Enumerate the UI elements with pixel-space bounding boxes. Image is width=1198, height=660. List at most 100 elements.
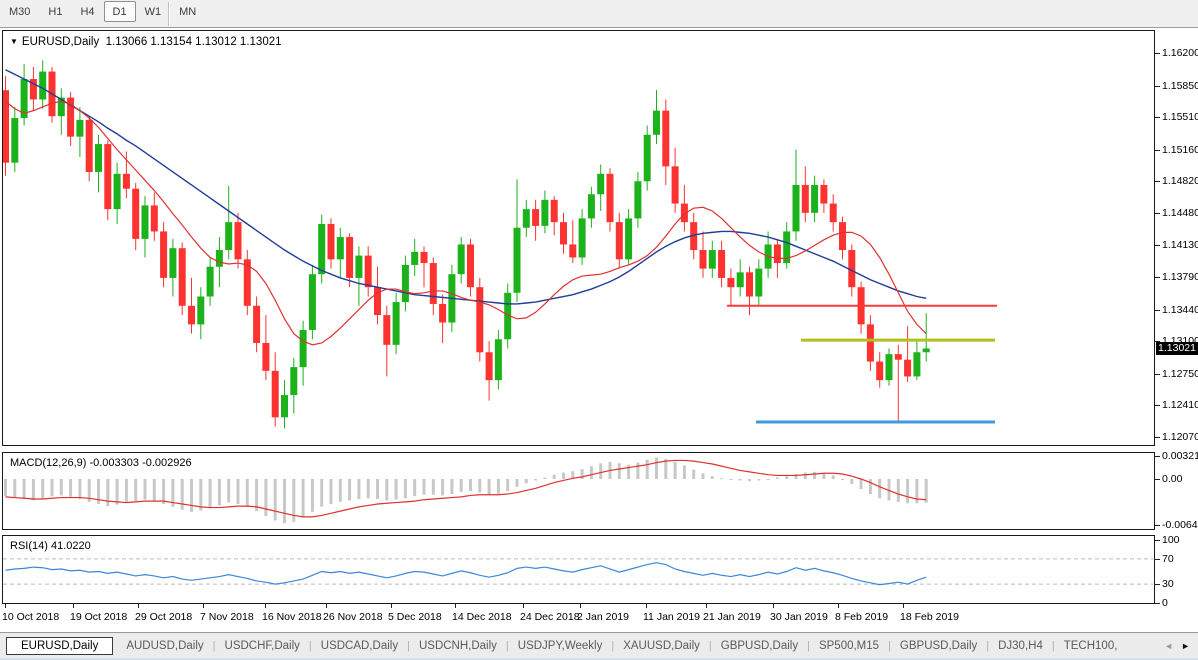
chart-tab-audusd-daily[interactable]: AUDUSD,Daily xyxy=(126,639,204,652)
date-axis-label: 18 Feb 2019 xyxy=(900,611,959,623)
macd-axis-label: -0.006485 xyxy=(1162,519,1198,531)
tab-separator: | xyxy=(212,639,216,652)
tab-separator: | xyxy=(407,639,410,652)
date-tick xyxy=(773,604,774,608)
timeframe-button-w1[interactable]: W1 xyxy=(144,6,162,18)
price-axis-label-tick xyxy=(1155,213,1160,214)
macd-axis-label-tick xyxy=(1155,525,1160,526)
rsi-axis-label-tick xyxy=(1155,603,1160,604)
price-chart-panel: ▼ EURUSD,Daily 1.13066 1.13154 1.13012 1.… xyxy=(2,30,1155,446)
price-axis-label: 1.15510 xyxy=(1162,111,1198,123)
date-axis-label: 26 Nov 2018 xyxy=(323,611,383,623)
chart-tab-usdcad-daily[interactable]: USDCAD,Daily xyxy=(320,639,399,652)
price-axis-label-tick xyxy=(1155,150,1160,151)
timeframe-button-h1[interactable]: H1 xyxy=(48,6,63,18)
chart-tab-usdcnh-daily[interactable]: USDCNH,Daily xyxy=(418,639,497,652)
tab-separator: | xyxy=(888,639,891,652)
rsi-axis-label: 30 xyxy=(1162,578,1174,590)
date-axis-label: 14 Dec 2018 xyxy=(452,611,512,623)
tab-scroll-arrows: ◄ ► xyxy=(1156,641,1198,651)
chart-tab-usdchf-daily[interactable]: USDCHF,Daily xyxy=(224,639,300,652)
date-tick xyxy=(73,604,74,608)
chart-tab-gbpusd-daily[interactable]: GBPUSD,Daily xyxy=(899,639,978,652)
tab-scroll-right-icon[interactable]: ► xyxy=(1181,640,1190,651)
date-axis-label: 24 Dec 2018 xyxy=(520,611,580,623)
date-axis-label: 2 Jan 2019 xyxy=(577,611,629,623)
tab-separator: | xyxy=(708,639,712,652)
macd-axis-label-tick xyxy=(1155,479,1160,480)
rsi-indicator-panel: RSI(14) 41.0220 xyxy=(2,535,1155,604)
chart-tab-gbpusd-daily[interactable]: GBPUSD,Daily xyxy=(720,639,799,652)
toolbar-separator xyxy=(168,2,170,26)
date-axis-label: 8 Feb 2019 xyxy=(835,611,889,623)
tab-scroll-left-icon[interactable]: ◄ xyxy=(1164,640,1174,651)
timeframe-toolbar: M30 H1 H4 D1 W1 MN xyxy=(0,0,1198,28)
date-axis-label: 7 Nov 2018 xyxy=(200,611,254,623)
price-axis-label-tick xyxy=(1155,405,1160,406)
chart-ohlc-values: 1.13066 1.13154 1.13012 1.13021 xyxy=(105,36,282,48)
date-axis-label: 16 Nov 2018 xyxy=(262,611,322,623)
macd-chart-canvas[interactable] xyxy=(3,453,1154,529)
chart-tab-xauusd-daily[interactable]: XAUUSD,Daily xyxy=(623,639,700,652)
date-axis-label: 21 Jan 2019 xyxy=(703,611,761,623)
price-axis-label-tick xyxy=(1155,245,1160,246)
timeframe-button-d1[interactable]: D1 xyxy=(103,1,136,22)
price-axis-label: 1.14130 xyxy=(1162,239,1198,251)
rsi-axis-label: 0 xyxy=(1162,597,1168,609)
chart-tabs: EURUSD,Daily AUDUSD,Daily | USDCHF,Daily | US… xyxy=(6,636,1156,655)
price-axis-label: 1.15850 xyxy=(1162,80,1198,92)
price-axis-label: 1.15160 xyxy=(1162,144,1198,156)
price-axis-label-tick xyxy=(1155,53,1160,54)
date-tick xyxy=(838,604,839,608)
rsi-axis-label-tick xyxy=(1155,559,1160,560)
date-axis-label: 10 Oct 2018 xyxy=(2,611,60,623)
chart-tab-usdjpy-weekly[interactable]: USDJPY,Weekly xyxy=(517,639,603,652)
chart-tab-tech100-[interactable]: TECH100, xyxy=(1063,639,1118,652)
rsi-axis-label: 100 xyxy=(1162,534,1180,546)
tab-separator: | xyxy=(611,639,615,652)
date-tick xyxy=(203,604,204,608)
date-tick xyxy=(646,604,647,608)
timeframe-button-h4[interactable]: H4 xyxy=(80,6,95,18)
rsi-axis-label: 70 xyxy=(1162,553,1174,565)
rsi-axis-label-tick xyxy=(1155,584,1160,585)
tab-separator: | xyxy=(986,639,990,652)
price-axis-label-tick xyxy=(1155,86,1160,87)
price-axis-label-tick xyxy=(1155,277,1160,278)
chart-tab-bar: EURUSD,Daily AUDUSD,Daily | USDCHF,Daily | US… xyxy=(0,632,1198,658)
date-tick xyxy=(5,604,6,608)
chart-tab-eurusd-daily[interactable]: EURUSD,Daily xyxy=(6,636,114,655)
date-axis-label: 5 Dec 2018 xyxy=(388,611,442,623)
tab-separator: | xyxy=(807,639,810,652)
date-tick xyxy=(326,604,327,608)
price-axis-label: 1.16200 xyxy=(1162,47,1198,59)
timeframe-button-mn[interactable]: MN xyxy=(179,6,197,18)
chart-symbol-label: EURUSD,Daily xyxy=(21,36,100,48)
tab-separator: | xyxy=(308,639,312,652)
rsi-chart-canvas[interactable] xyxy=(3,536,1154,603)
symbol-dropdown-icon[interactable]: ▼ xyxy=(10,37,18,46)
price-axis-label-tick xyxy=(1155,437,1160,438)
price-chart-canvas[interactable] xyxy=(3,31,1154,445)
price-axis-label-tick xyxy=(1155,117,1160,118)
current-price-badge: 1.13021 xyxy=(1156,342,1198,355)
tab-separator: | xyxy=(505,639,509,652)
price-axis-label-tick xyxy=(1155,374,1160,375)
chart-tab-dj30-h4[interactable]: DJ30,H4 xyxy=(998,639,1043,652)
chart-tab-sp500-m15[interactable]: SP500,M15 xyxy=(818,639,880,652)
macd-axis-label: 0.00 xyxy=(1162,473,1183,485)
timeframe-button-m30[interactable]: M30 xyxy=(9,6,31,18)
price-axis-label: 1.12750 xyxy=(1162,368,1198,380)
date-tick xyxy=(523,604,524,608)
date-tick xyxy=(391,604,392,608)
date-tick xyxy=(455,604,456,608)
macd-axis-label-tick xyxy=(1155,456,1160,457)
price-axis-label-tick xyxy=(1155,310,1160,311)
price-axis-label: 1.14480 xyxy=(1162,207,1198,219)
tab-separator: | xyxy=(1051,639,1055,652)
date-tick xyxy=(265,604,266,608)
price-axis-label: 1.13790 xyxy=(1162,271,1198,283)
date-tick xyxy=(138,604,139,608)
price-axis-label-tick xyxy=(1155,341,1160,342)
date-tick xyxy=(903,604,904,608)
